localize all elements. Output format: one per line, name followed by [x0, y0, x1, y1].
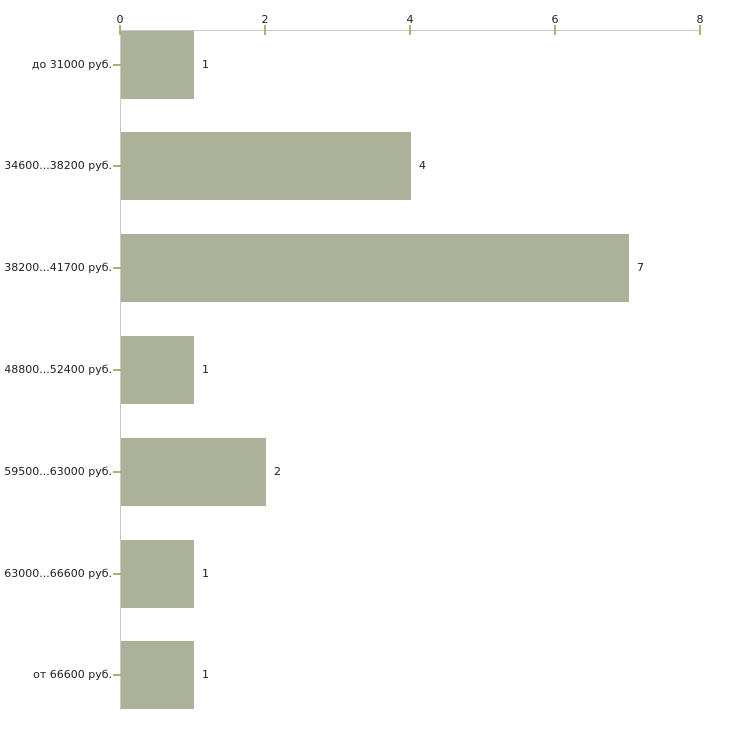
y-axis-tick	[113, 674, 123, 677]
bar	[121, 234, 629, 303]
x-axis-tick	[554, 25, 556, 35]
x-axis-tick	[264, 25, 266, 35]
bar	[121, 641, 194, 710]
bar-value-label: 1	[202, 57, 209, 71]
bar-value-label: 1	[202, 668, 209, 682]
bar-value-label: 7	[637, 261, 644, 275]
x-axis-tick	[699, 25, 701, 35]
bar	[121, 539, 194, 608]
category-label: от 66600 руб.	[33, 668, 112, 682]
bar	[121, 132, 411, 201]
x-axis-tick	[409, 25, 411, 35]
x-axis-tick	[119, 25, 121, 35]
y-axis-tick	[113, 572, 123, 575]
bar	[121, 335, 194, 404]
category-label: 38200...41700 руб.	[4, 261, 112, 275]
y-axis-tick	[113, 63, 123, 66]
category-label: 34600...38200 руб.	[4, 159, 112, 173]
x-axis-tick-label: 0	[116, 13, 124, 26]
category-label: 59500...63000 руб.	[4, 464, 112, 478]
x-axis-tick-label: 2	[261, 13, 269, 26]
x-axis-tick-label: 4	[406, 13, 414, 26]
y-axis-tick	[113, 368, 123, 371]
x-axis-tick-label: 6	[551, 13, 559, 26]
y-axis-tick	[113, 267, 123, 270]
bar	[121, 30, 194, 99]
bar-value-label: 1	[202, 362, 209, 376]
bar-value-label: 2	[274, 464, 281, 478]
category-label: 63000...66600 руб.	[4, 566, 112, 580]
bar-value-label: 4	[419, 159, 426, 173]
y-axis-tick	[113, 165, 123, 168]
bar	[121, 437, 266, 506]
category-label: 48800...52400 руб.	[4, 362, 112, 376]
x-axis-tick-label: 8	[696, 13, 704, 26]
y-axis-tick	[113, 470, 123, 473]
category-label: до 31000 руб.	[31, 57, 112, 71]
bar-value-label: 1	[202, 566, 209, 580]
